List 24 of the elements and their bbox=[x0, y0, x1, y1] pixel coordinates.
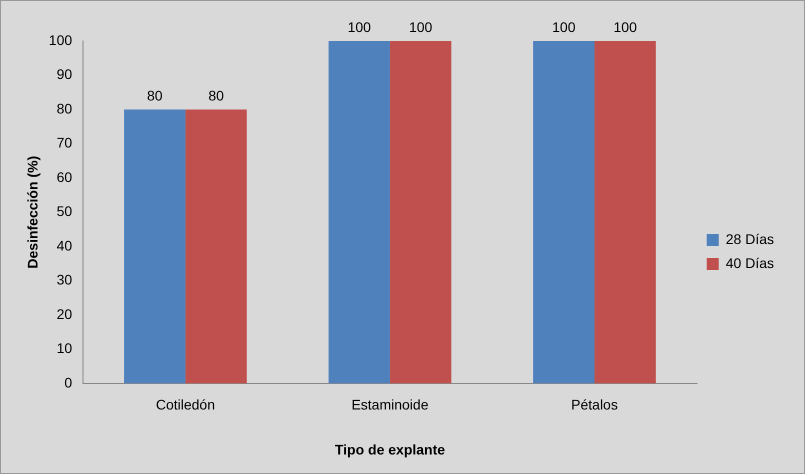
y-tick-label: 40 bbox=[56, 237, 72, 254]
data-label: 100 bbox=[552, 18, 576, 35]
legend-label: 40 Días bbox=[726, 254, 774, 271]
y-tick-label: 80 bbox=[56, 100, 72, 116]
y-tick-label: 0 bbox=[64, 374, 72, 390]
data-label: 80 bbox=[208, 87, 224, 104]
y-tick-label: 50 bbox=[56, 203, 72, 220]
x-tick-label: Estaminoide bbox=[351, 396, 429, 413]
x-tick-label: Pétalos bbox=[571, 396, 618, 413]
data-label: 100 bbox=[348, 18, 372, 35]
data-label: 100 bbox=[408, 18, 433, 35]
y-tick-label: 60 bbox=[56, 168, 72, 185]
y-tick-label: 70 bbox=[56, 134, 72, 151]
data-label: 100 bbox=[613, 18, 638, 35]
data-label: 80 bbox=[146, 87, 163, 104]
x-tick-label: Cotiledón bbox=[156, 396, 215, 413]
y-tick-label: 10 bbox=[56, 340, 72, 356]
y-tick-label: 30 bbox=[56, 272, 72, 288]
y-tick-label: 100 bbox=[48, 32, 72, 48]
y-tick-label: 20 bbox=[56, 306, 72, 322]
x-axis-title: Tipo de explante bbox=[334, 441, 446, 458]
y-axis-title: Desinfección (%) bbox=[24, 156, 40, 269]
legend-label: 28 Días bbox=[726, 230, 774, 247]
y-tick-label: 90 bbox=[56, 66, 72, 82]
